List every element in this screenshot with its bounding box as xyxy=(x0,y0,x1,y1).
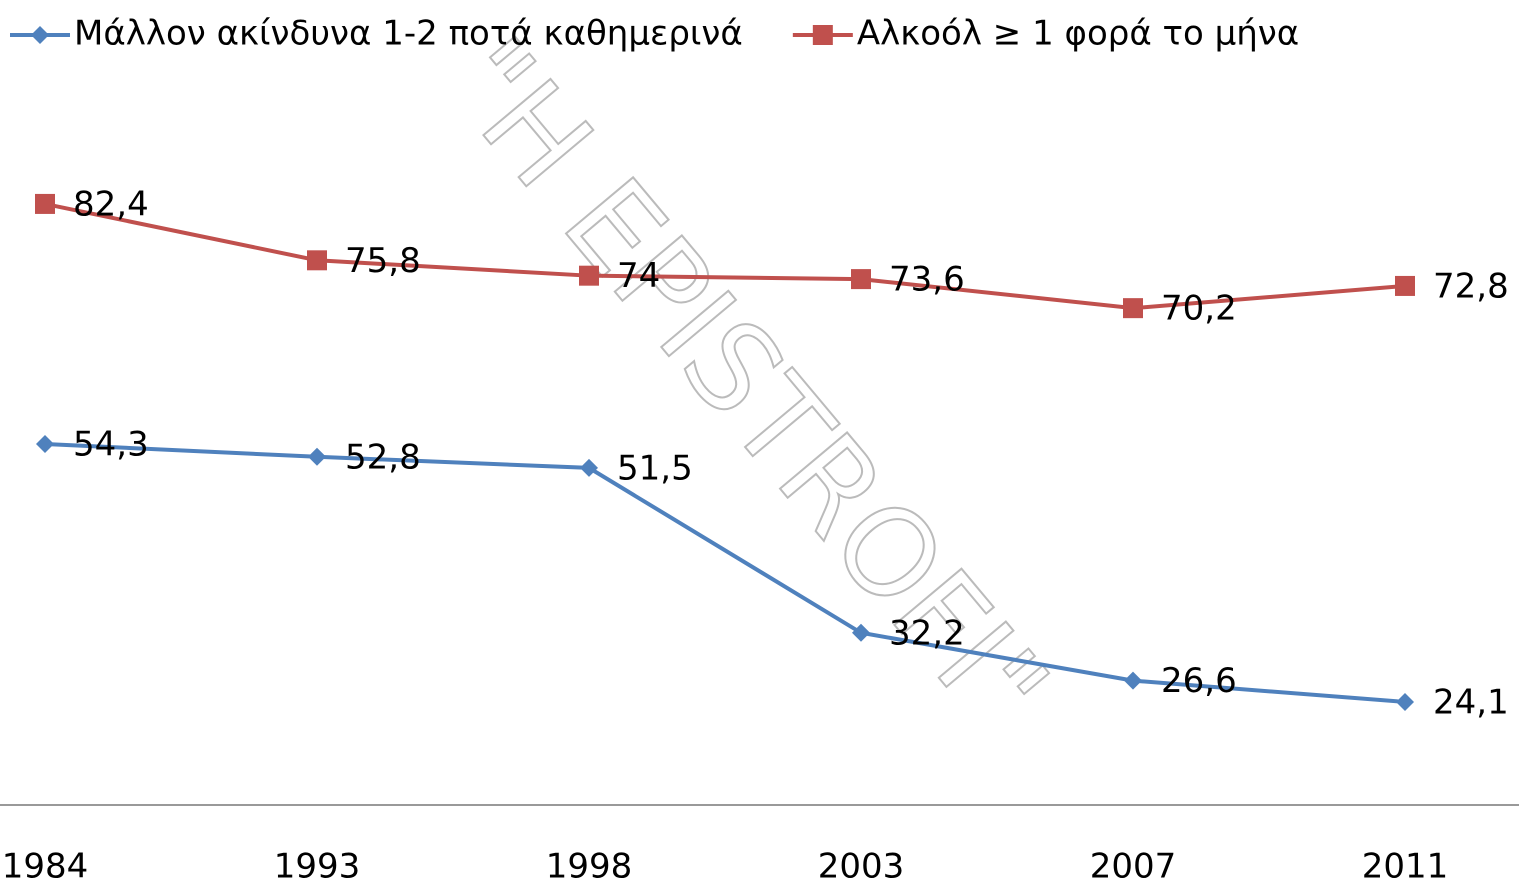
data-label: 70,2 xyxy=(1161,289,1237,329)
data-label: 51,5 xyxy=(617,448,693,488)
marker xyxy=(307,250,327,271)
legend-label: Μάλλον ακίνδυνα 1-2 ποτά καθημερινά xyxy=(74,14,743,54)
series-line xyxy=(44,201,1406,311)
x-tick-label: 2003 xyxy=(818,847,905,887)
data-label: 26,6 xyxy=(1161,661,1237,701)
marker xyxy=(579,265,599,286)
marker xyxy=(36,434,54,453)
legend-label: Αλκοόλ ≥ 1 φορά το μήνα xyxy=(857,14,1299,54)
marker xyxy=(1395,275,1415,296)
data-label: 74 xyxy=(617,256,660,296)
marker xyxy=(1123,298,1143,319)
marker xyxy=(31,26,49,44)
marker xyxy=(1396,692,1414,711)
data-label: 52,8 xyxy=(345,437,421,477)
series-line xyxy=(44,441,1406,704)
data-label: 72,8 xyxy=(1433,266,1509,306)
x-tick-label: 2011 xyxy=(1362,847,1449,887)
data-label: 73,6 xyxy=(889,260,965,300)
marker xyxy=(308,447,326,466)
x-tick-label: 1998 xyxy=(546,847,633,887)
data-label: 82,4 xyxy=(73,184,149,224)
x-tick-label: 1993 xyxy=(274,847,361,887)
data-label: 24,1 xyxy=(1433,682,1509,722)
x-tick-label: 2007 xyxy=(1090,847,1177,887)
marker xyxy=(580,458,598,477)
data-label: 54,3 xyxy=(73,424,149,464)
data-label: 75,8 xyxy=(345,241,421,281)
marker xyxy=(35,193,55,214)
marker xyxy=(1124,671,1142,690)
marker xyxy=(851,269,871,290)
marker xyxy=(812,25,833,45)
data-label: 32,2 xyxy=(889,613,965,653)
x-tick-label: 1984 xyxy=(2,847,89,887)
watermark: "H EPISTROFI" xyxy=(418,13,1073,757)
marker xyxy=(852,623,870,642)
